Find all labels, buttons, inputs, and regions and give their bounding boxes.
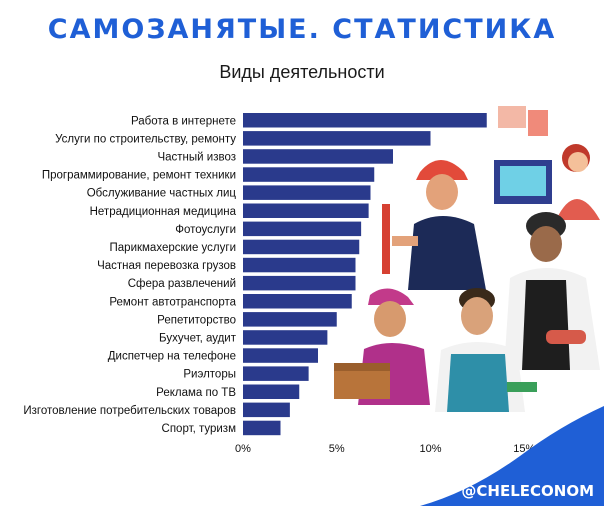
category-label-16: Изготовление потребительских товаров	[23, 405, 236, 417]
bar-16	[243, 402, 290, 418]
category-label-4: Обслуживание частных лиц	[87, 188, 237, 200]
category-label-3: Программирование, ремонт техники	[42, 170, 236, 182]
x-tick-label-1: 5%	[329, 443, 345, 455]
category-label-15: Реклама по ТВ	[156, 387, 236, 399]
category-label-1: Услуги по строительству, ремонту	[55, 133, 236, 145]
category-label-10: Ремонт автотранспорта	[109, 296, 236, 308]
corner-wave-decoration	[420, 406, 604, 506]
x-tick-label-2: 10%	[419, 443, 441, 455]
cook-illustration	[504, 212, 600, 370]
category-label-0: Работа в интернете	[131, 115, 236, 127]
bar-4	[243, 185, 371, 200]
category-label-7: Парикмахерские услуги	[110, 242, 236, 254]
bar-5	[243, 203, 369, 218]
bar-13	[243, 348, 318, 363]
bar-6	[243, 221, 362, 237]
x-tick-label-0: 0%	[235, 443, 251, 455]
bar-1	[243, 131, 431, 146]
bar-9	[243, 275, 356, 291]
category-label-14: Риэлторы	[183, 369, 236, 381]
bar-3	[243, 167, 375, 182]
category-label-2: Частный извоз	[157, 151, 236, 163]
office-worker-illustration	[494, 106, 600, 220]
category-labels: Работа в интернете Услуги по строительств…	[23, 115, 236, 435]
category-label-8: Частная перевозка грузов	[97, 260, 236, 272]
category-label-5: Нетрадиционная медицина	[90, 206, 237, 218]
category-label-6: Фотоуслуги	[175, 224, 236, 236]
bar-17	[243, 420, 281, 436]
bar-14	[243, 366, 309, 381]
bars-group	[243, 113, 487, 436]
category-label-13: Диспетчер на телефоне	[108, 351, 236, 363]
category-label-11: Репетиторство	[157, 314, 236, 326]
brand-handle: @CHELECONOM	[461, 482, 594, 500]
x-axis-ticks: 0% 5% 10% 15%	[235, 443, 535, 455]
bar-11	[243, 312, 337, 327]
category-label-9: Сфера развлечений	[128, 278, 236, 290]
bar-7	[243, 239, 360, 255]
bar-0	[243, 113, 487, 128]
category-label-17: Спорт, туризм	[162, 423, 237, 435]
category-label-12: Бухучет, аудит	[159, 332, 237, 344]
builder-illustration	[382, 160, 486, 290]
bar-10	[243, 294, 352, 309]
mechanic-illustration	[435, 288, 537, 412]
bar-12	[243, 330, 328, 345]
bar-15	[243, 384, 300, 399]
courier-illustration	[334, 288, 430, 405]
page-title: САМОЗАНЯТЫЕ. СТАТИСТИКА	[47, 14, 557, 45]
bar-2	[243, 149, 393, 164]
chart-subtitle: Виды деятельности	[219, 62, 385, 82]
bar-8	[243, 257, 356, 273]
